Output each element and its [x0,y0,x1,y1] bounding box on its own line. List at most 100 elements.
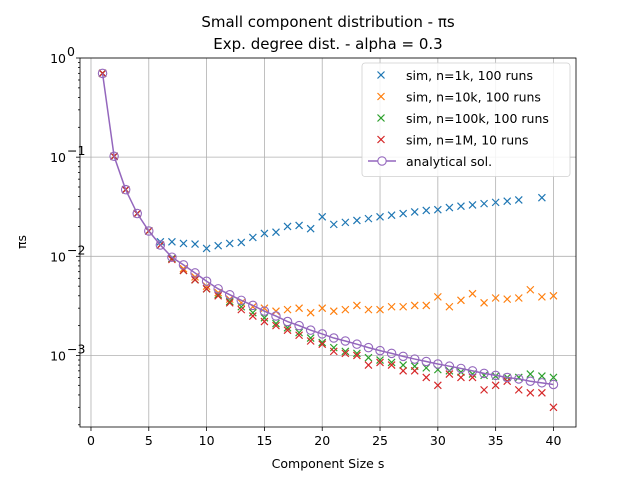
data-point [294,320,304,331]
data-point [306,334,315,342]
marker-stroke [514,196,523,204]
data-point [480,298,489,307]
data-point [295,328,304,337]
marker-stroke [457,373,465,382]
data-point [444,361,455,371]
marker-stroke [537,292,546,301]
marker-stroke [376,356,384,364]
data-point [272,321,280,330]
data-point [144,226,154,236]
marker-stroke [387,302,396,311]
data-point [514,385,523,394]
data-point [410,366,419,375]
data-point [248,300,258,311]
data-point [502,372,512,383]
data-point [548,379,559,390]
data-point [376,358,384,367]
data-point [410,301,419,310]
marker-stroke [329,347,338,356]
marker-stroke [248,312,257,320]
data-point [421,356,432,367]
marker-stroke [468,200,477,209]
data-point [178,260,189,270]
data-point [214,291,223,300]
data-point [457,296,465,305]
x-tick-label: 40 [546,433,562,448]
data-point [317,329,327,339]
data-point [409,354,420,364]
data-point [549,291,558,300]
marker-stroke [537,388,546,397]
x-tick-label: 30 [430,433,446,448]
data-point [398,351,408,362]
marker-stroke [318,340,327,349]
data-point [537,388,546,397]
legend-marker [377,156,387,166]
data-point [445,203,454,212]
x-tick-label: 20 [314,433,330,448]
data-point [237,305,246,314]
data-point [213,284,223,294]
data-point [306,224,315,233]
data-point [468,289,477,298]
marker-stroke [514,385,523,394]
marker-stroke [387,361,396,370]
data-point [259,306,270,316]
data-point [376,305,384,314]
marker-stroke [480,298,489,307]
data-point [236,295,247,306]
data-point [120,184,131,195]
data-point [167,237,176,246]
marker-stroke [445,370,454,378]
data-point [97,68,108,79]
data-point [225,297,234,306]
marker-stroke [225,298,234,307]
marker-stroke [295,328,304,337]
data-point [399,302,408,311]
data-point [318,340,327,349]
data-point [479,368,489,379]
data-point [202,284,211,293]
data-point [214,241,223,250]
data-point [260,317,269,326]
data-point [352,301,361,310]
marker-stroke [433,292,442,301]
data-point [352,339,362,349]
data-point [248,312,257,320]
marker-stroke [549,403,558,412]
data-point [341,218,350,227]
data-point [329,220,338,229]
y-tick-label: 10 [50,51,66,66]
marker-stroke [352,351,361,360]
marker-stroke [191,240,199,248]
marker-stroke [272,307,280,316]
data-point [526,285,535,294]
legend-entry: sim, n=10k, 100 runs [377,90,541,105]
data-point [225,239,234,248]
plot-area [97,68,559,412]
legend-label: sim, n=100k, 100 runs [406,111,549,126]
data-point [341,347,350,356]
marker-stroke [537,193,546,202]
data-point [375,345,385,356]
marker-stroke [167,237,176,246]
data-point [514,294,523,302]
marker-stroke [329,343,338,352]
marker-stroke [295,304,304,313]
marker-stroke [377,114,385,122]
data-point [456,363,466,374]
x-tick-label: 0 [87,433,95,448]
data-point [202,244,211,253]
data-point [445,302,454,311]
marker-stroke [225,297,234,306]
marker-stroke [364,353,373,362]
marker-stroke [306,334,315,342]
marker-stroke [387,358,396,367]
data-point [467,366,478,376]
data-point [156,237,165,246]
data-point [422,373,431,382]
marker-stroke [202,284,211,293]
marker-stroke [526,388,535,397]
marker-stroke [306,337,315,345]
data-point [386,348,397,359]
